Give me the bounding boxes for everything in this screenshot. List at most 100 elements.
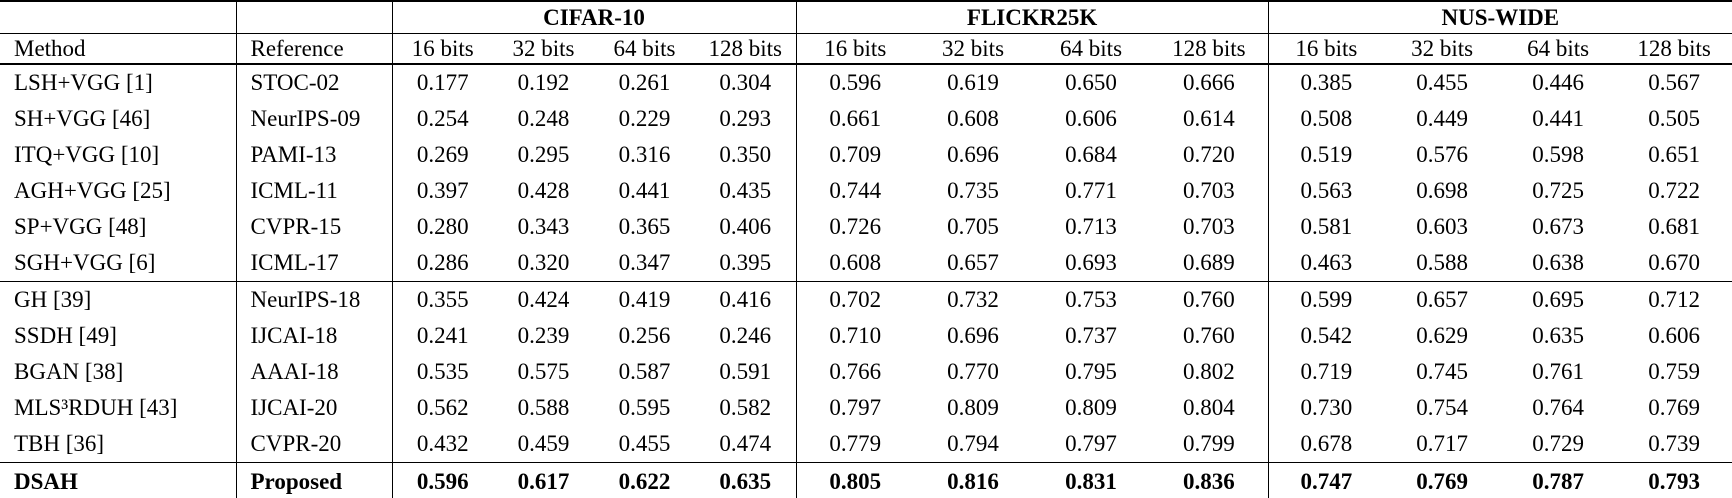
reference-cell: IJCAI-20 bbox=[236, 390, 393, 426]
bits-column-header: 64 bits bbox=[594, 33, 695, 65]
map-value-cell: 0.684 bbox=[1065, 142, 1117, 167]
map-value-cell: 0.343 bbox=[517, 214, 570, 239]
method-cell: AGH+VGG [25] bbox=[0, 173, 237, 209]
bits-column-header: 32 bits bbox=[1384, 33, 1501, 65]
map-value-cell: 0.793 bbox=[1616, 462, 1732, 498]
method-cell: SSDH [49] bbox=[0, 318, 237, 354]
reference-column-header: Reference bbox=[236, 33, 393, 65]
map-value-cell: 0.519 bbox=[1300, 142, 1353, 167]
map-value-cell: 0.588 bbox=[517, 395, 570, 420]
map-value-cell: 0.666 bbox=[1150, 64, 1269, 101]
bits-column-header: 16 bits bbox=[796, 33, 915, 65]
map-value-cell: 0.745 bbox=[1416, 359, 1468, 384]
map-value-cell: 0.241 bbox=[416, 323, 469, 348]
dataset-header-flickr25k: FLICKR25K bbox=[796, 1, 1269, 34]
map-value-cell: 0.459 bbox=[517, 431, 570, 456]
method-cell: BGAN [38] bbox=[0, 354, 237, 390]
map-value-cell: 0.753 bbox=[1032, 281, 1151, 318]
map-value-cell: 0.563 bbox=[1300, 178, 1353, 203]
map-value-cell: 0.406 bbox=[695, 209, 797, 245]
map-value-cell: 0.581 bbox=[1300, 214, 1353, 239]
column-header-row: Method Reference 16 bits 32 bits 64 bits… bbox=[0, 33, 1732, 65]
map-value-cell: 0.670 bbox=[1648, 250, 1700, 275]
map-value-cell: 0.608 bbox=[829, 250, 882, 275]
map-value-cell: 0.365 bbox=[618, 214, 671, 239]
reference-cell: ICML-11 bbox=[236, 173, 393, 209]
map-value-cell: 0.424 bbox=[493, 281, 594, 318]
map-value-cell: 0.695 bbox=[1500, 281, 1617, 318]
method-cell: LSH+VGG [1] bbox=[0, 64, 237, 101]
table-row: MLS³RDUH [43] IJCAI-20 0.562 0.588 0.595 0.58… bbox=[0, 390, 1732, 426]
map-value-cell: 0.416 bbox=[695, 281, 797, 318]
map-value-cell: 0.347 bbox=[618, 250, 671, 275]
map-value-cell: 0.770 bbox=[947, 359, 999, 384]
map-value-cell: 0.598 bbox=[1532, 142, 1584, 167]
map-value-cell: 0.304 bbox=[695, 64, 797, 101]
map-value-cell: 0.651 bbox=[1648, 142, 1700, 167]
map-value-cell: 0.713 bbox=[1065, 214, 1117, 239]
reference-cell: Proposed bbox=[236, 462, 393, 498]
map-value-cell: 0.606 bbox=[1648, 323, 1700, 348]
method-cell: ITQ+VGG [10] bbox=[0, 137, 237, 173]
map-value-cell: 0.455 bbox=[1416, 70, 1468, 95]
map-value-cell: 0.797 bbox=[829, 395, 882, 420]
map-value-cell: 0.587 bbox=[618, 359, 671, 384]
map-value-cell: 0.693 bbox=[1065, 250, 1117, 275]
map-value-cell: 0.596 bbox=[829, 70, 882, 95]
table-row: SP+VGG [48] CVPR-15 0.280 0.343 0.365 0.406 0.… bbox=[0, 209, 1732, 245]
map-value-cell: 0.673 bbox=[1532, 214, 1584, 239]
map-value-cell: 0.764 bbox=[1532, 395, 1584, 420]
map-value-cell: 0.435 bbox=[695, 173, 797, 209]
table-row: SSDH [49] IJCAI-18 0.241 0.239 0.256 0.246 0.7… bbox=[0, 318, 1732, 354]
map-value-cell: 0.320 bbox=[517, 250, 570, 275]
reference-cell: NeurIPS-09 bbox=[236, 101, 393, 137]
reference-cell: ICML-17 bbox=[236, 245, 393, 282]
map-value-cell: 0.192 bbox=[517, 70, 570, 95]
map-value-cell: 0.747 bbox=[1268, 462, 1385, 498]
map-value-cell: 0.293 bbox=[695, 101, 797, 137]
map-value-cell: 0.709 bbox=[829, 142, 882, 167]
map-value-cell: 0.760 bbox=[1150, 281, 1269, 318]
table-row: AGH+VGG [25] ICML-11 0.397 0.428 0.441 0.435 0… bbox=[0, 173, 1732, 209]
map-value-cell: 0.256 bbox=[618, 323, 671, 348]
blank-header-cell bbox=[0, 1, 237, 34]
map-value-cell: 0.596 bbox=[392, 462, 493, 498]
map-value-cell: 0.816 bbox=[914, 462, 1033, 498]
map-value-cell: 0.591 bbox=[695, 354, 797, 390]
table-row: DSAH Proposed 0.596 0.617 0.622 0.635 0.805 0.8… bbox=[0, 462, 1732, 498]
map-value-cell: 0.805 bbox=[796, 462, 915, 498]
reference-cell: PAMI-13 bbox=[236, 137, 393, 173]
map-value-cell: 0.441 bbox=[1532, 106, 1584, 131]
method-cell: SP+VGG [48] bbox=[0, 209, 237, 245]
map-value-cell: 0.710 bbox=[829, 323, 882, 348]
map-value-cell: 0.619 bbox=[947, 70, 999, 95]
map-value-cell: 0.726 bbox=[829, 214, 882, 239]
map-value-cell: 0.567 bbox=[1648, 70, 1700, 95]
map-value-cell: 0.730 bbox=[1300, 395, 1353, 420]
map-value-cell: 0.595 bbox=[618, 395, 671, 420]
map-value-cell: 0.799 bbox=[1150, 426, 1269, 463]
reference-cell: IJCAI-18 bbox=[236, 318, 393, 354]
map-value-cell: 0.474 bbox=[695, 426, 797, 463]
map-value-cell: 0.766 bbox=[829, 359, 882, 384]
map-value-cell: 0.608 bbox=[947, 106, 999, 131]
map-value-cell: 0.622 bbox=[594, 462, 695, 498]
map-value-cell: 0.794 bbox=[947, 431, 999, 456]
map-value-cell: 0.681 bbox=[1648, 214, 1700, 239]
map-value-cell: 0.739 bbox=[1648, 431, 1700, 456]
map-value-cell: 0.698 bbox=[1416, 178, 1468, 203]
bits-column-header: 64 bits bbox=[1032, 33, 1151, 65]
map-value-cell: 0.759 bbox=[1648, 359, 1700, 384]
map-value-cell: 0.661 bbox=[829, 106, 882, 131]
map-value-cell: 0.248 bbox=[517, 106, 570, 131]
map-value-cell: 0.385 bbox=[1300, 70, 1353, 95]
map-value-cell: 0.562 bbox=[416, 395, 469, 420]
method-cell: DSAH bbox=[0, 462, 237, 498]
reference-cell: AAAI-18 bbox=[236, 354, 393, 390]
map-value-cell: 0.760 bbox=[1150, 318, 1269, 354]
map-value-cell: 0.239 bbox=[517, 323, 570, 348]
group-header-row: CIFAR-10 FLICKR25K NUS-WIDE bbox=[0, 1, 1732, 34]
table-body: LSH+VGG [1] STOC-02 0.177 0.192 0.261 0.304 0.… bbox=[0, 64, 1732, 498]
map-value-cell: 0.761 bbox=[1532, 359, 1584, 384]
